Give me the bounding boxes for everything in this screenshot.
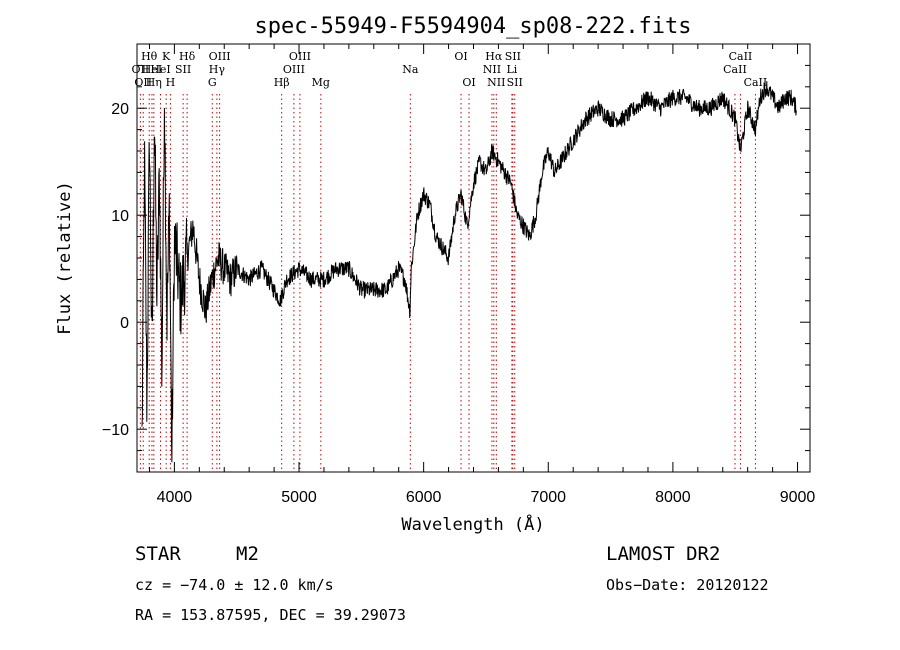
line-label-1: OII bbox=[134, 76, 152, 89]
line-label-2: Hθ bbox=[141, 50, 158, 63]
line-label-4: Hη bbox=[146, 76, 162, 89]
x-tick-label-5: 9000 bbox=[780, 489, 816, 506]
y-tick-label-2: 10 bbox=[111, 208, 129, 225]
line-label-14: OIII bbox=[283, 63, 305, 76]
y-tick-label-0: −10 bbox=[102, 422, 129, 439]
line-label-28: CaII bbox=[744, 76, 768, 89]
line-label-22: NII bbox=[487, 76, 505, 89]
object-class: STAR bbox=[135, 543, 181, 565]
line-label-3: HeI bbox=[142, 63, 162, 76]
coordinates-text: RA = 153.87595, DEC = 39.29073 bbox=[135, 606, 406, 624]
x-tick-label-3: 7000 bbox=[530, 489, 566, 506]
line-label-25: SII bbox=[507, 76, 523, 89]
y-axis-label: Flux (relative) bbox=[55, 181, 75, 335]
line-label-8: SII bbox=[175, 63, 191, 76]
line-label-21: Hα bbox=[485, 50, 503, 63]
x-axis-label: Wavelength (Å) bbox=[401, 513, 544, 535]
obs-date-text: Obs−Date: 20120122 bbox=[606, 576, 769, 594]
x-tick-label-0: 4000 bbox=[157, 489, 193, 506]
redshift-text: cz = −74.0 ± 12.0 km/s bbox=[135, 576, 334, 594]
line-label-17: Na bbox=[402, 63, 419, 76]
line-label-11: Hγ bbox=[209, 63, 226, 76]
line-label-16: Mg bbox=[312, 76, 330, 89]
line-label-24: SII bbox=[505, 50, 521, 63]
chart-title: spec-55949-F5594904_sp08-222.fits bbox=[254, 14, 691, 39]
x-tick-label-4: 8000 bbox=[655, 489, 691, 506]
spectrum-line bbox=[141, 81, 797, 463]
object-subclass: M2 bbox=[236, 543, 259, 565]
line-label-15: OIII bbox=[289, 50, 311, 63]
line-label-18: OI bbox=[454, 50, 467, 63]
line-label-23: Li bbox=[506, 63, 517, 76]
line-label-13: Hβ bbox=[274, 76, 290, 89]
survey-name: LAMOST DR2 bbox=[606, 543, 720, 565]
line-label-0: OII bbox=[132, 63, 150, 76]
y-tick-label-3: 20 bbox=[111, 101, 129, 118]
line-label-26: CaII bbox=[723, 63, 747, 76]
x-tick-label-2: 6000 bbox=[406, 489, 442, 506]
line-label-12: OIII bbox=[209, 50, 231, 63]
line-label-19: OI bbox=[462, 76, 475, 89]
line-label-20: NII bbox=[483, 63, 501, 76]
line-label-27: CaII bbox=[729, 50, 753, 63]
line-label-10: G bbox=[208, 76, 217, 89]
line-label-7: H bbox=[166, 76, 176, 89]
y-tick-label-1: 0 bbox=[120, 315, 129, 332]
line-label-9: Hδ bbox=[179, 50, 196, 63]
line-label-5: HeI bbox=[150, 63, 170, 76]
line-label-6: K bbox=[162, 50, 171, 63]
x-tick-label-1: 5000 bbox=[281, 489, 317, 506]
plot-area: OIIOIIHθHeIHηHeIKHSIIHδGHγOIIIHβOIIIOIII… bbox=[102, 43, 816, 506]
